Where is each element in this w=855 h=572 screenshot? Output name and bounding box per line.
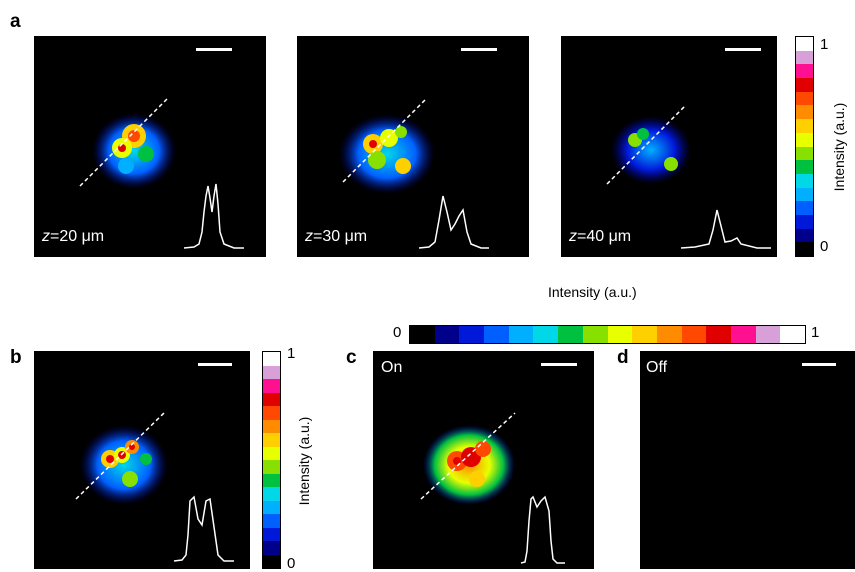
hcolorbar-title: Intensity (a.u.) bbox=[548, 284, 637, 300]
colorbar-b-min: 0 bbox=[287, 555, 296, 572]
colorbar-swatch bbox=[263, 352, 280, 366]
colorbar-swatch bbox=[263, 487, 280, 501]
colorbar-b bbox=[262, 351, 281, 569]
colorbar-swatch bbox=[796, 78, 813, 92]
scale-bar bbox=[198, 363, 232, 366]
colorbar-swatch bbox=[582, 326, 608, 343]
hcolorbar-max: 1 bbox=[811, 324, 820, 341]
colorbar-swatch bbox=[263, 554, 280, 568]
colorbar-swatch bbox=[796, 242, 813, 256]
microscopy-image-z20: z=20 μm bbox=[34, 36, 266, 257]
scale-bar bbox=[461, 48, 497, 51]
colorbar-swatch bbox=[263, 365, 280, 379]
colorbar-swatch bbox=[796, 228, 813, 243]
colorbar-swatch bbox=[508, 326, 534, 343]
colorbar-swatch bbox=[796, 160, 813, 174]
colorbar-swatch bbox=[755, 326, 781, 343]
colorbar-swatch bbox=[263, 419, 280, 433]
colorbar-swatch bbox=[263, 433, 280, 447]
microscopy-image-z30: z=30 μm bbox=[297, 36, 529, 257]
blob-z40 bbox=[606, 105, 771, 249]
colorbar-swatch bbox=[410, 326, 435, 343]
colorbar-swatch bbox=[796, 64, 813, 79]
colorbar-a-title: Intensity (a.u.) bbox=[831, 102, 847, 192]
colorbar-swatch bbox=[263, 406, 280, 420]
on-label: On bbox=[381, 359, 403, 376]
colorbar-b-title: Intensity (a.u.) bbox=[296, 416, 312, 506]
scale-bar bbox=[802, 363, 836, 366]
microscopy-image-on: On bbox=[373, 351, 594, 569]
off-label: Off bbox=[646, 359, 668, 376]
colorbar-swatch bbox=[263, 446, 280, 460]
colorbar-swatch bbox=[780, 326, 805, 343]
colorbar-swatch bbox=[796, 173, 813, 188]
colorbar-swatch bbox=[796, 37, 813, 51]
colorbar-swatch bbox=[263, 392, 280, 406]
colorbar-swatch bbox=[607, 326, 633, 343]
colorbar-swatch bbox=[434, 326, 460, 343]
colorbar-swatch bbox=[484, 326, 509, 343]
z-label: z=20 μm bbox=[42, 228, 105, 245]
microscopy-image-b bbox=[34, 351, 250, 569]
colorbar-swatch bbox=[263, 460, 280, 474]
colorbar-b-max: 1 bbox=[287, 345, 296, 362]
colorbar-swatch bbox=[796, 146, 813, 161]
blob-c bbox=[420, 412, 565, 564]
colorbar-swatch bbox=[796, 214, 813, 229]
panel-label-d: d bbox=[617, 347, 629, 368]
colorbar-swatch bbox=[263, 473, 280, 487]
blob-z30 bbox=[339, 99, 489, 249]
colorbar-a-max: 1 bbox=[820, 36, 829, 53]
microscopy-image-z40: z=40 μm bbox=[561, 36, 777, 257]
colorbar-swatch bbox=[796, 119, 813, 133]
scale-bar bbox=[541, 363, 577, 366]
scale-bar bbox=[725, 48, 761, 51]
microscopy-image-off: Off bbox=[640, 351, 855, 569]
colorbar-swatch bbox=[263, 541, 280, 555]
colorbar-swatch bbox=[796, 105, 813, 120]
blob-b bbox=[75, 412, 234, 562]
colorbar-swatch bbox=[730, 326, 756, 343]
colorbar-swatch bbox=[796, 132, 813, 147]
colorbar-swatch bbox=[263, 500, 280, 514]
colorbar-swatch bbox=[796, 187, 813, 202]
z-label: z=30 μm bbox=[305, 228, 368, 245]
colorbar-swatch bbox=[681, 326, 707, 343]
colorbar-swatch bbox=[533, 326, 559, 343]
colorbar-swatch bbox=[263, 527, 280, 541]
panel-label-b: b bbox=[10, 347, 22, 368]
colorbar-swatch bbox=[632, 326, 657, 343]
hcolorbar bbox=[409, 325, 806, 344]
scale-bar bbox=[196, 48, 232, 51]
colorbar-swatch bbox=[796, 50, 813, 65]
z-label: z=40 μm bbox=[569, 228, 632, 245]
colorbar-swatch bbox=[558, 326, 583, 343]
blob-z20 bbox=[79, 97, 244, 249]
colorbar-swatch bbox=[263, 379, 280, 393]
panel-label-a: a bbox=[10, 11, 21, 32]
colorbar-swatch bbox=[796, 201, 813, 215]
colorbar-swatch bbox=[459, 326, 485, 343]
panel-label-c: c bbox=[346, 347, 357, 368]
colorbar-swatch bbox=[796, 91, 813, 106]
colorbar-a-min: 0 bbox=[820, 238, 829, 255]
colorbar-swatch bbox=[656, 326, 682, 343]
colorbar-a bbox=[795, 36, 814, 257]
colorbar-swatch bbox=[263, 514, 280, 528]
colorbar-swatch bbox=[706, 326, 731, 343]
hcolorbar-min: 0 bbox=[393, 324, 402, 341]
